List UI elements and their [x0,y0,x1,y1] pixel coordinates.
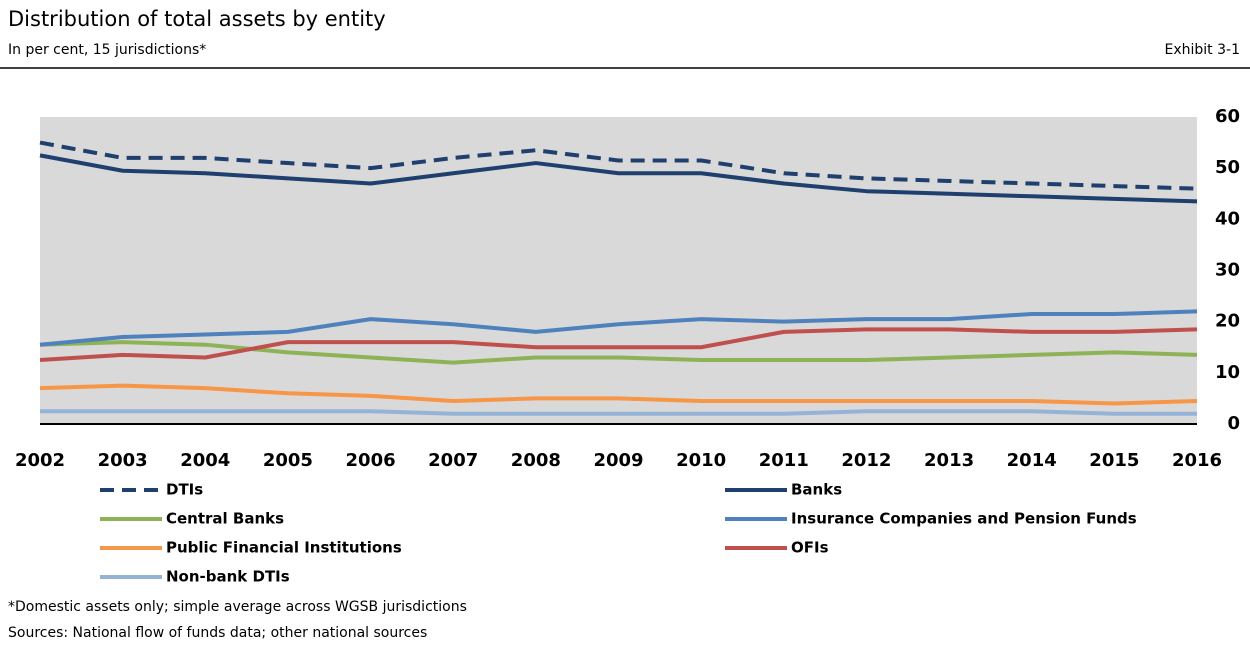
y-tick-label: 40 [1215,208,1240,229]
series-line [39,327,1198,363]
x-tick-label: 2011 [759,450,809,471]
legend-label: Insurance Companies and Pension Funds [791,510,1137,528]
chart-subtitle: In per cent, 15 jurisdictions* [8,42,206,58]
series-line [39,309,1198,347]
y-tick-label: 60 [1215,106,1240,127]
y-tick-label: 10 [1215,362,1240,383]
chart-title: Distribution of total assets by entity [8,7,386,31]
x-tick-label: 2016 [1172,450,1222,471]
series-line [39,140,1198,191]
x-tick-label: 2008 [511,450,561,471]
x-tick-label: 2015 [1089,450,1139,471]
x-tick-label: 2004 [180,450,230,471]
y-tick-label: 50 [1215,157,1240,178]
x-tick-label: 2003 [98,450,148,471]
plot-area [40,117,1197,424]
x-tick-label: 2007 [428,450,478,471]
legend-label: Central Banks [166,510,284,528]
x-tick-label: 2012 [841,450,891,471]
legend-label: Non-bank DTIs [166,568,290,586]
exhibit-label: Exhibit 3-1 [1165,42,1240,58]
series-line [39,340,1198,365]
y-tick-label: 30 [1215,260,1240,281]
y-tick-label: 20 [1215,311,1240,332]
series-line [39,153,1198,204]
x-tick-label: 2002 [15,450,65,471]
series-line [40,409,1197,416]
x-tick-label: 2009 [593,450,643,471]
x-tick-label: 2010 [676,450,726,471]
x-tick-label: 2006 [346,450,396,471]
legend-label: Banks [791,481,842,499]
x-tick-label: 2014 [1007,450,1057,471]
x-tick-label: 2005 [263,450,313,471]
footnote: *Domestic assets only; simple average ac… [8,599,467,615]
x-tick-label: 2013 [924,450,974,471]
source: Sources: National flow of funds data; ot… [8,625,427,641]
legend-label: DTIs [166,481,203,499]
series-line [39,383,1198,406]
legend-label: Public Financial Institutions [166,539,402,557]
y-tick-label: 0 [1227,413,1240,434]
legend-label: OFIs [791,539,829,557]
